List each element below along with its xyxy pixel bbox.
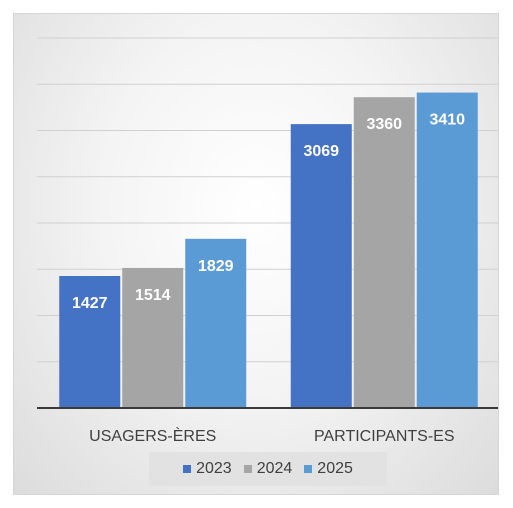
chart-area: 1427 1514 1829 USAGERS-ÈRES 3069 3360 3410 PART…	[13, 13, 499, 495]
data-label: 3069	[303, 143, 339, 160]
bar-2024-1	[122, 267, 184, 408]
data-label: 3410	[429, 112, 465, 129]
legend-item-2024: 2024	[243, 460, 293, 478]
bar-chart: 1427 1514 1829 USAGERS-ÈRES 3069 3360 3410 PART…	[37, 37, 498, 445]
category-label: USAGERS-ÈRES	[89, 426, 216, 445]
bar-2024-2	[353, 97, 415, 408]
data-label: 1829	[198, 258, 234, 275]
bar-2023-1	[59, 276, 121, 408]
legend: 2023 2024 2025	[149, 452, 387, 486]
legend-label-2024: 2024	[256, 460, 293, 477]
legend-swatch-2024	[243, 465, 252, 473]
bar-2025-1	[185, 238, 247, 408]
data-label: 1514	[135, 287, 171, 304]
legend-item-2023: 2023	[183, 460, 232, 478]
legend-label-2025: 2025	[317, 460, 353, 477]
bar-2025-2	[416, 92, 478, 408]
legend-item-2025: 2025	[304, 460, 353, 478]
legend-swatch-2023	[183, 465, 192, 473]
legend-swatch-2025	[304, 465, 313, 473]
category-label: PARTICIPANTS-ES	[314, 428, 454, 445]
legend-label-2023: 2023	[196, 460, 232, 477]
data-label: 1427	[72, 295, 108, 312]
bar-2023-2	[290, 124, 352, 409]
data-label: 3360	[366, 116, 402, 133]
